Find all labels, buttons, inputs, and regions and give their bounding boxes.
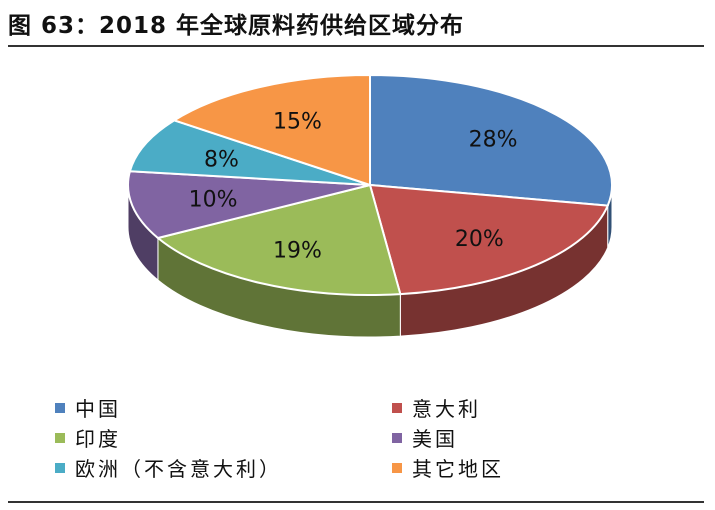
legend-label: 其它地区	[412, 457, 504, 481]
legend-swatch	[392, 432, 402, 443]
pie-chart: 28% 20% 19% 10% 8% 15%	[127, 73, 613, 338]
pie-slice-0	[369, 73, 613, 207]
pie-slices	[127, 73, 613, 296]
slice-label-1: 20%	[455, 227, 504, 252]
legend-item-5: 其它地区	[392, 453, 504, 482]
pie-slice-5	[171, 73, 371, 187]
legend-item-3: 美国	[392, 423, 458, 452]
legend-item-0: 中国	[55, 393, 121, 422]
pie-slice-4	[128, 119, 371, 186]
pie-slice-2	[155, 183, 402, 296]
legend-label: 美国	[412, 427, 458, 451]
legend-label: 意大利	[412, 397, 481, 421]
slice-label-0: 28%	[469, 128, 518, 153]
legend-label: 印度	[75, 427, 121, 451]
legend-item-4: 欧洲（不含意大利）	[55, 453, 282, 482]
legend-swatch	[392, 402, 402, 413]
slice-label-3: 10%	[189, 188, 238, 213]
legend-swatch	[55, 432, 65, 443]
legend-label: 欧洲（不含意大利）	[75, 457, 282, 481]
figure-title: 图 63：2018 年全球原料药供给区域分布	[8, 13, 465, 39]
legend-swatch	[392, 462, 402, 473]
bottom-rule	[8, 501, 704, 503]
legend-label: 中国	[75, 397, 121, 421]
slice-label-4: 8%	[204, 147, 239, 172]
legend-swatch	[55, 402, 65, 413]
legend-swatch	[55, 462, 65, 473]
slice-label-2: 19%	[273, 239, 322, 264]
slice-label-5: 15%	[273, 109, 322, 134]
legend-item-1: 意大利	[392, 393, 481, 422]
pie-slice-labels: 28% 20% 19% 10% 8% 15%	[189, 109, 518, 263]
top-rule	[8, 45, 704, 47]
pie-slice-1	[368, 183, 610, 296]
pie-slice-3	[127, 170, 371, 240]
legend-item-2: 印度	[55, 423, 121, 452]
